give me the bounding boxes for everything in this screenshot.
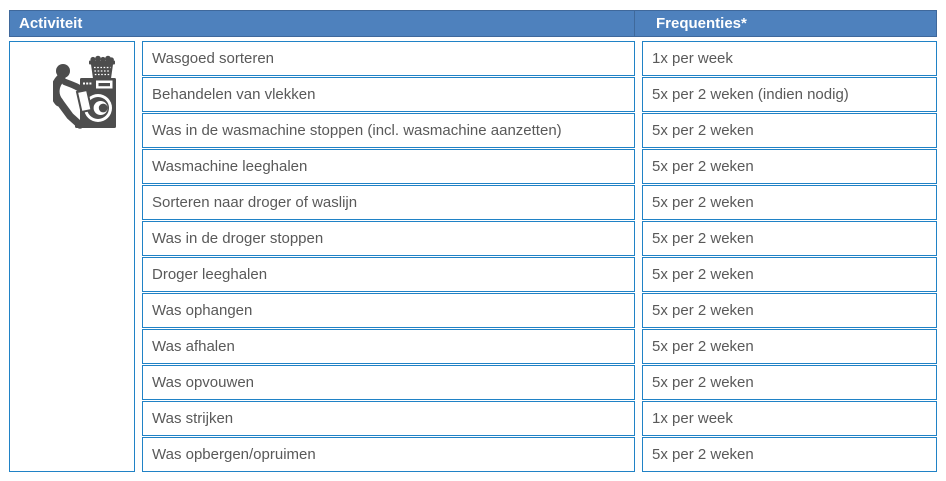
activity-cell: Was strijken: [142, 401, 635, 436]
frequency-cell: 1x per week: [642, 41, 937, 76]
frequency-cell: 5x per 2 weken: [642, 293, 937, 328]
frequency-cell: 5x per 2 weken: [642, 149, 937, 184]
activity-cell: Was ophangen: [142, 293, 635, 328]
frequency-cell: 5x per 2 weken: [642, 113, 937, 148]
activity-cell: Sorteren naar droger of waslijn: [142, 185, 635, 220]
frequency-cell: 5x per 2 weken: [642, 185, 937, 220]
activity-frequency-table: Activiteit Frequenties*: [9, 10, 937, 472]
activity-cell: Was afhalen: [142, 329, 635, 364]
table-header-row: Activiteit Frequenties*: [9, 10, 937, 37]
activity-cell: Was in de wasmachine stoppen (incl. wasm…: [142, 113, 635, 148]
activity-cell: Behandelen van vlekken: [142, 77, 635, 112]
frequency-cell: 5x per 2 weken: [642, 329, 937, 364]
frequency-cell: 1x per week: [642, 401, 937, 436]
frequency-cell: 5x per 2 weken: [642, 365, 937, 400]
activity-cell: Was opbergen/opruimen: [142, 437, 635, 472]
laundry-washing-machine-icon: [53, 55, 116, 129]
activity-cell: Wasmachine leeghalen: [142, 149, 635, 184]
frequency-cell: 5x per 2 weken (indien nodig): [642, 77, 937, 112]
activity-cell: Was opvouwen: [142, 365, 635, 400]
activity-cell: Droger leeghalen: [142, 257, 635, 292]
frequency-cell: 5x per 2 weken: [642, 257, 937, 292]
activity-cell: Was in de droger stoppen: [142, 221, 635, 256]
activity-cell: Wasgoed sorteren: [142, 41, 635, 76]
icon-cell: [9, 41, 135, 472]
frequency-cell: 5x per 2 weken: [642, 221, 937, 256]
column-header-frequenties: Frequenties*: [634, 11, 936, 36]
table-body: Wasgoed sorteren 1x per week Behandelen va…: [9, 41, 937, 472]
column-header-activiteit: Activiteit: [19, 15, 83, 32]
frequency-cell: 5x per 2 weken: [642, 437, 937, 472]
